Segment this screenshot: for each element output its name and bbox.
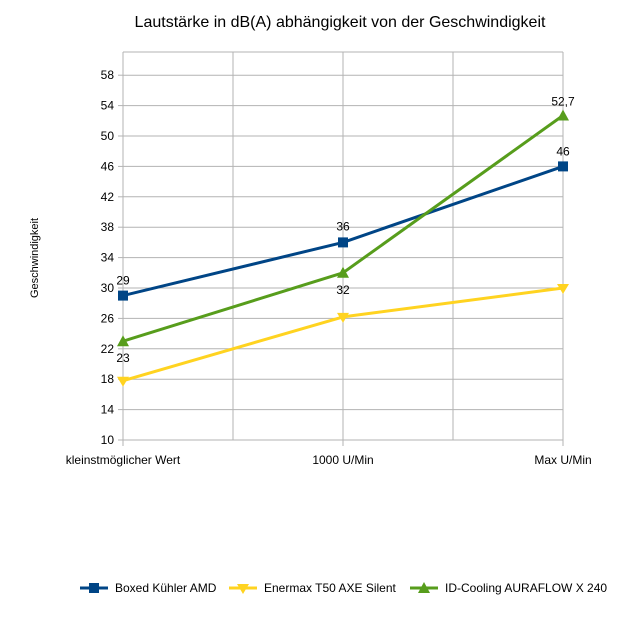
y-tick-label: 54: [101, 99, 115, 113]
x-tick-label: 1000 U/Min: [312, 453, 373, 467]
y-tick-label: 22: [101, 342, 115, 356]
y-tick-label: 18: [101, 372, 115, 386]
legend-item-2[interactable]: Enermax T50 AXE Silent: [229, 581, 397, 595]
legend-marker: [89, 583, 99, 593]
data-label: 46: [556, 144, 570, 158]
data-label: 32: [336, 283, 350, 297]
y-tick-label: 58: [101, 68, 115, 82]
x-tick-label: kleinstmöglicher Wert: [66, 453, 181, 467]
x-tick-label: Max U/Min: [534, 453, 591, 467]
y-tick-label: 30: [101, 281, 115, 295]
chart: Lautstärke in dB(A) abhängigkeit von der…: [0, 0, 644, 618]
data-point: [117, 377, 129, 387]
data-point: [118, 291, 128, 301]
y-tick-label: 14: [101, 403, 115, 417]
chart-title: Lautstärke in dB(A) abhängigkeit von der…: [135, 14, 546, 31]
y-tick-label: 10: [101, 433, 115, 447]
y-tick-label: 42: [101, 190, 115, 204]
y-axis-label: Geschwindigkeit: [29, 218, 41, 298]
y-tick-label: 50: [101, 129, 115, 143]
legend-item-3[interactable]: ID-Cooling AURAFLOW X 240: [410, 581, 607, 595]
legend-label: Enermax T50 AXE Silent: [264, 581, 397, 595]
data-label: 29: [116, 274, 130, 288]
data-point: [558, 161, 568, 171]
y-tick-label: 38: [101, 220, 115, 234]
legend[interactable]: Boxed Kühler AMD Enermax T50 AXE Silent ID…: [80, 581, 607, 595]
axes: 10 14 18 22 26 30 34 38 42 46 50 54 58 kleinstmöglich…: [66, 68, 592, 467]
data-label: 52,7: [551, 94, 575, 108]
y-tick-label: 26: [101, 311, 115, 325]
chart-svg: Lautstärke in dB(A) abhängigkeit von der…: [0, 0, 644, 618]
y-tick-label: 34: [101, 251, 115, 265]
data-label: 23: [116, 351, 130, 365]
data-labels: 29 36 46 23 32 52,7: [116, 94, 575, 365]
data-point: [557, 109, 569, 120]
y-tick-label: 46: [101, 159, 115, 173]
data-label: 36: [336, 219, 350, 233]
legend-label: ID-Cooling AURAFLOW X 240: [445, 581, 607, 595]
data-point: [338, 237, 348, 247]
legend-item-1[interactable]: Boxed Kühler AMD: [80, 581, 217, 595]
legend-label: Boxed Kühler AMD: [115, 581, 217, 595]
